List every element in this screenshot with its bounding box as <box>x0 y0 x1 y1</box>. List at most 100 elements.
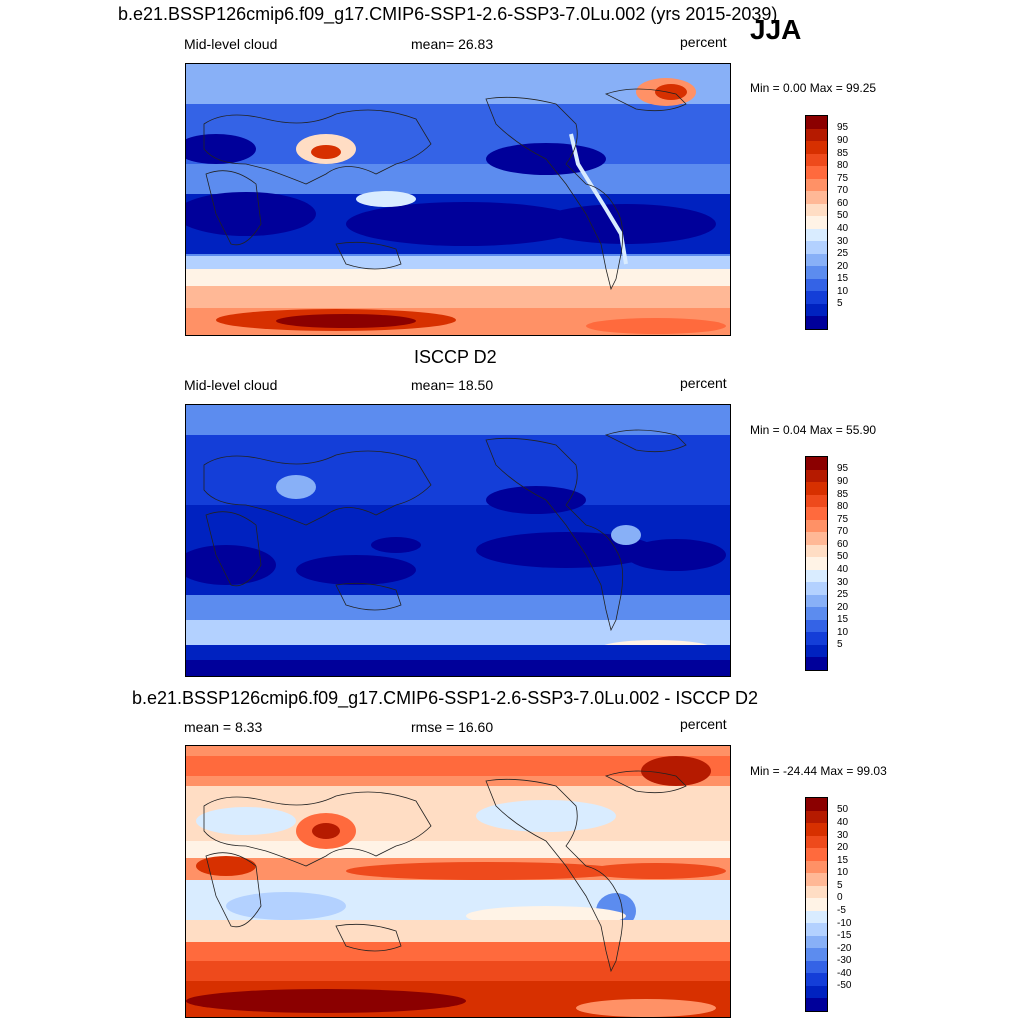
panel2-colorbar-swatch <box>806 619 827 632</box>
panel3-colorbar-tick: 15 <box>837 855 849 866</box>
panel3-colorbar-tick: -20 <box>837 943 852 954</box>
panel3-colorbar-swatch <box>806 873 827 886</box>
panel3-colorbar-swatch <box>806 960 827 973</box>
panel2-colorbar-swatch <box>806 519 827 532</box>
panel3-colorbar-swatch <box>806 835 827 848</box>
panel2-colorbar-swatch <box>806 507 827 520</box>
panel3-colorbar-tick: 0 <box>837 892 843 903</box>
panel2-colorbar-tick: 60 <box>837 539 849 550</box>
panel1-colorbar-tick: 70 <box>837 185 849 196</box>
panel1-colorbar-swatch <box>806 303 827 316</box>
panel3-rmse-label: rmse = 16.60 <box>411 719 494 735</box>
panel3-colorbar <box>805 797 828 1012</box>
panel3-colorbar-swatch <box>806 935 827 948</box>
panel1-colorbar-tick: 85 <box>837 148 849 159</box>
panel3-colorbar-tick: -50 <box>837 980 852 991</box>
panel3-colorbar-tick: 40 <box>837 817 849 828</box>
panel2-colorbar-swatch <box>806 532 827 545</box>
panel1-colorbar-swatch <box>806 203 827 216</box>
panel3-minmax: Min = -24.44 Max = 99.03 <box>750 764 887 778</box>
panel2-units-label: percent <box>680 375 727 391</box>
panel3-colorbar-tick: -40 <box>837 968 852 979</box>
panel3-colorbar-swatch <box>806 860 827 873</box>
panel2-title: ISCCP D2 <box>414 347 497 367</box>
panel3-colorbar-swatch <box>806 898 827 911</box>
panel1-colorbar-tick: 75 <box>837 173 849 184</box>
panel3-colorbar-swatch <box>806 910 827 923</box>
panel1-colorbar-tick: 5 <box>837 298 843 309</box>
panel3-map <box>185 745 731 1018</box>
season-label: JJA <box>750 14 802 45</box>
panel1-colorbar-swatch <box>806 116 827 129</box>
panel3-colorbar-tick: 20 <box>837 842 849 853</box>
panel2-colorbar <box>805 456 828 671</box>
panel3-colorbar-swatch <box>806 998 827 1011</box>
panel1-colorbar-tick: 30 <box>837 236 849 247</box>
panel2-minmax: Min = 0.04 Max = 55.90 <box>750 423 877 437</box>
panel1-colorbar-tick: 95 <box>837 122 849 133</box>
panel2-map <box>185 404 731 677</box>
panel1-colorbar-swatch <box>806 166 827 179</box>
panel2-colorbar-swatch <box>806 607 827 620</box>
panel2-colorbar-tick: 80 <box>837 501 849 512</box>
panel2-colorbar-tick: 90 <box>837 476 849 487</box>
panel1-colorbar-swatch <box>806 178 827 191</box>
panel2-variable-label: Mid-level cloud <box>184 377 278 393</box>
panel3-colorbar-tick: -10 <box>837 918 852 929</box>
panel2-colorbar-tick: 5 <box>837 639 843 650</box>
panel3-colorbar-tick: -5 <box>837 905 846 916</box>
panel2-colorbar-tick: 70 <box>837 526 849 537</box>
panel3-colorbar-swatch <box>806 985 827 998</box>
panel3-colorbar-swatch <box>806 923 827 936</box>
panel2-map-field <box>186 405 730 676</box>
panel1-colorbar <box>805 115 828 330</box>
panel3-mean-label: mean = 8.33 <box>184 719 263 735</box>
panel2-colorbar-tick: 40 <box>837 564 849 575</box>
panel1-colorbar-tick: 80 <box>837 160 849 171</box>
panel1-mean-label: mean= 26.83 <box>411 36 494 52</box>
panel1-colorbar-tick: 50 <box>837 210 849 221</box>
panel3-colorbar-tick: 10 <box>837 867 849 878</box>
panel2-colorbar-tick: 95 <box>837 463 849 474</box>
panel3-map-field <box>186 746 730 1017</box>
panel1-colorbar-tick: 40 <box>837 223 849 234</box>
panel1-colorbar-swatch <box>806 228 827 241</box>
panel1-colorbar-swatch <box>806 291 827 304</box>
panel3-colorbar-swatch <box>806 948 827 961</box>
panel3-colorbar-swatch <box>806 973 827 986</box>
panel1-colorbar-swatch <box>806 316 827 329</box>
panel1-minmax: Min = 0.00 Max = 99.25 <box>750 81 877 95</box>
panel1-colorbar-tick: 20 <box>837 261 849 272</box>
panel3-colorbar-tick: 50 <box>837 804 849 815</box>
panel3-colorbar-swatch <box>806 885 827 898</box>
panel1-map <box>185 63 731 336</box>
panel1-colorbar-swatch <box>806 128 827 141</box>
panel3-colorbar-tick: 30 <box>837 830 849 841</box>
panel2-colorbar-swatch <box>806 657 827 670</box>
panel1-colorbar-tick: 90 <box>837 135 849 146</box>
panel1-colorbar-tick: 60 <box>837 198 849 209</box>
panel1-colorbar-tick: 10 <box>837 286 849 297</box>
panel2-colorbar-swatch <box>806 644 827 657</box>
panel1-colorbar-swatch <box>806 278 827 291</box>
panel1-colorbar-swatch <box>806 216 827 229</box>
panel1-colorbar-swatch <box>806 241 827 254</box>
panel2-colorbar-swatch <box>806 594 827 607</box>
panel1-colorbar-tick: 15 <box>837 273 849 284</box>
panel1-colorbar-swatch <box>806 153 827 166</box>
panel1-units-label: percent <box>680 34 727 50</box>
panel3-colorbar-swatch <box>806 798 827 811</box>
panel1-colorbar-swatch <box>806 253 827 266</box>
panel3-colorbar-tick: -15 <box>837 930 852 941</box>
panel2-colorbar-tick: 10 <box>837 627 849 638</box>
panel1-colorbar-tick: 25 <box>837 248 849 259</box>
panel2-colorbar-swatch <box>806 494 827 507</box>
panel2-colorbar-tick: 30 <box>837 577 849 588</box>
panel1-map-field <box>186 64 730 335</box>
panel2-colorbar-swatch <box>806 544 827 557</box>
panel2-colorbar-tick: 20 <box>837 602 849 613</box>
panel2-colorbar-swatch <box>806 469 827 482</box>
panel3-colorbar-tick: 5 <box>837 880 843 891</box>
panel2-colorbar-tick: 85 <box>837 489 849 500</box>
panel3-colorbar-swatch <box>806 848 827 861</box>
